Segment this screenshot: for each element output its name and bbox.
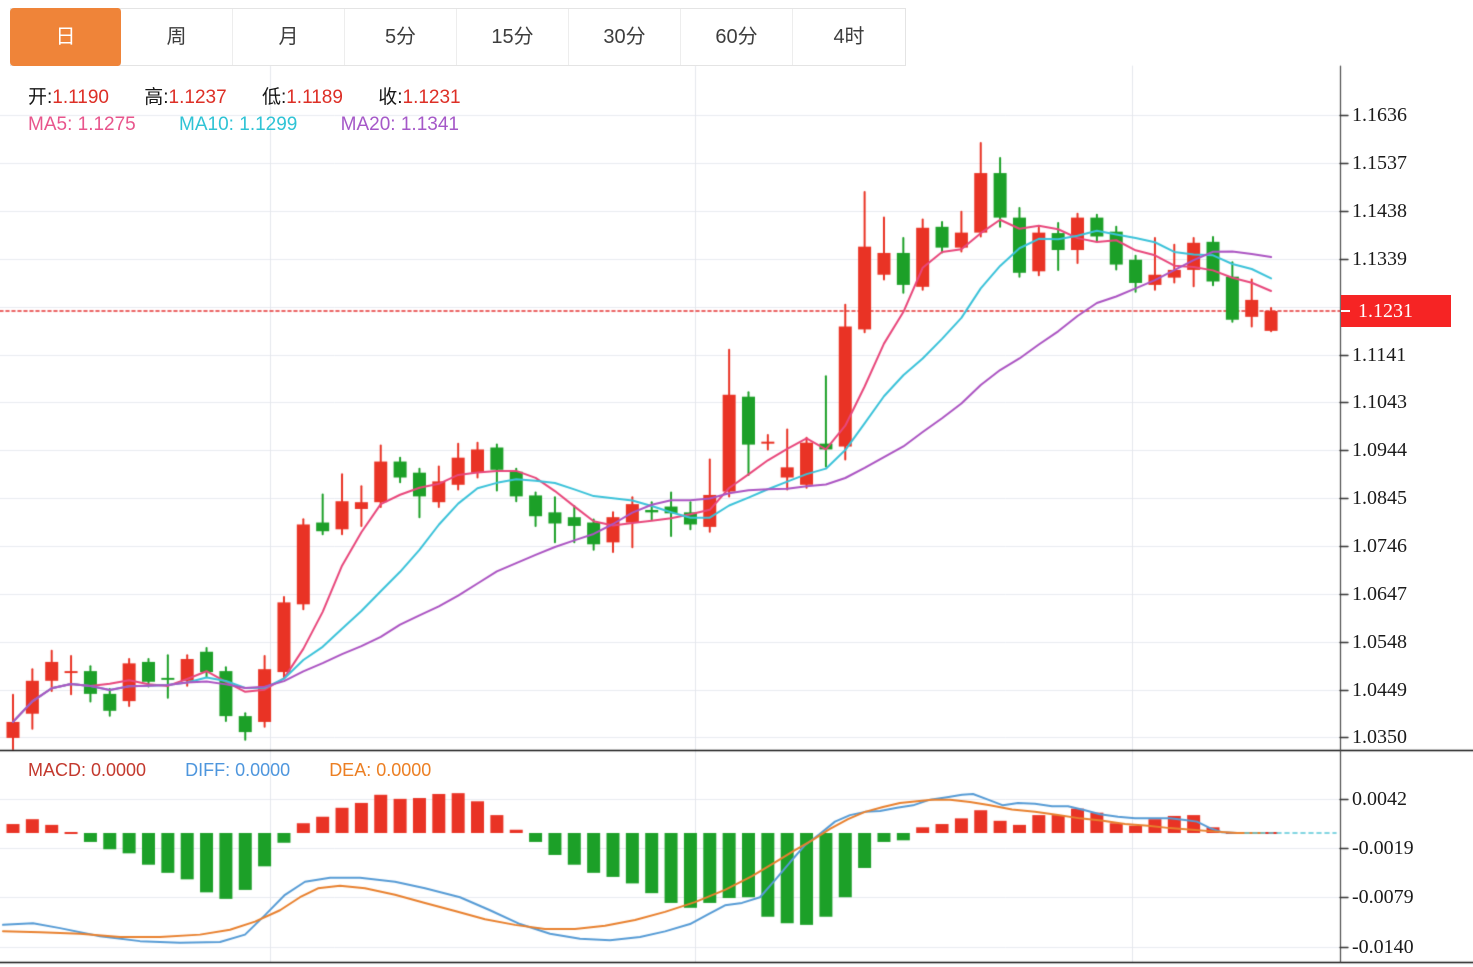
macd-readout: MACD: 0.0000 DIFF: 0.0000 DEA: 0.0000 [28, 760, 465, 781]
price-axis-label: 1.1043 [1352, 391, 1407, 413]
price-axis-label: 1.1438 [1352, 199, 1407, 222]
price-axis-label: 1.0449 [1352, 678, 1407, 701]
price-axis-label: 1.0647 [1352, 582, 1407, 605]
ohlc-readout: 开:1.1190 高:1.1237 低:1.1189 收:1.1231 [28, 82, 491, 109]
low-readout: 低:1.1189 [261, 87, 343, 108]
price-axis-label: 1.0548 [1352, 630, 1407, 653]
tab-5分[interactable]: 5分 [345, 9, 457, 65]
high-readout: 高:1.1237 [144, 87, 227, 108]
ma20-readout: MA20: 1.1341 [340, 114, 459, 135]
ma10-readout: MA10: 1.1299 [179, 114, 298, 135]
price-axis-label: 1.0944 [1352, 438, 1407, 461]
current-price-tag: 1.1231 [1341, 295, 1451, 327]
price-axis-label: 1.1141 [1352, 343, 1407, 366]
price-axis-label: 1.1537 [1352, 151, 1407, 174]
open-readout: 开:1.1190 [28, 87, 109, 108]
macd-value-readout: MACD: 0.0000 [28, 760, 147, 780]
ma5-readout: MA5: 1.1275 [28, 114, 136, 135]
ma-readout: MA5: 1.1275 MA10: 1.1299 MA20: 1.1341 [28, 114, 497, 136]
price-axis-label: 1.0746 [1352, 534, 1407, 557]
tab-60分[interactable]: 60分 [681, 9, 793, 65]
price-axis-label: 1.0845 [1352, 486, 1407, 509]
tab-月[interactable]: 月 [233, 9, 345, 65]
price-axis-label: 1.0350 [1352, 726, 1407, 749]
dea-value-readout: DEA: 0.0000 [329, 760, 432, 780]
price-axis-label: 1.1636 [1352, 104, 1407, 126]
tab-30分[interactable]: 30分 [569, 9, 681, 65]
macd-axis-label: -0.0079 [1352, 886, 1414, 909]
macd-axis-label: -0.0019 [1352, 837, 1414, 860]
close-readout: 收:1.1231 [378, 87, 461, 108]
tab-4时[interactable]: 4时 [793, 9, 905, 65]
tab-周[interactable]: 周 [121, 9, 233, 65]
price-axis-label: 1.1339 [1352, 247, 1407, 270]
macd-axis-label: -0.0140 [1352, 935, 1414, 958]
tab-15分[interactable]: 15分 [457, 9, 569, 65]
tab-日[interactable]: 日 [10, 8, 122, 66]
timeframe-tabbar: 日周月 5分 15分 30分 60分 4时 [10, 8, 906, 66]
macd-axis-label: 0.0042 [1352, 787, 1407, 810]
diff-value-readout: DIFF: 0.0000 [185, 760, 291, 780]
